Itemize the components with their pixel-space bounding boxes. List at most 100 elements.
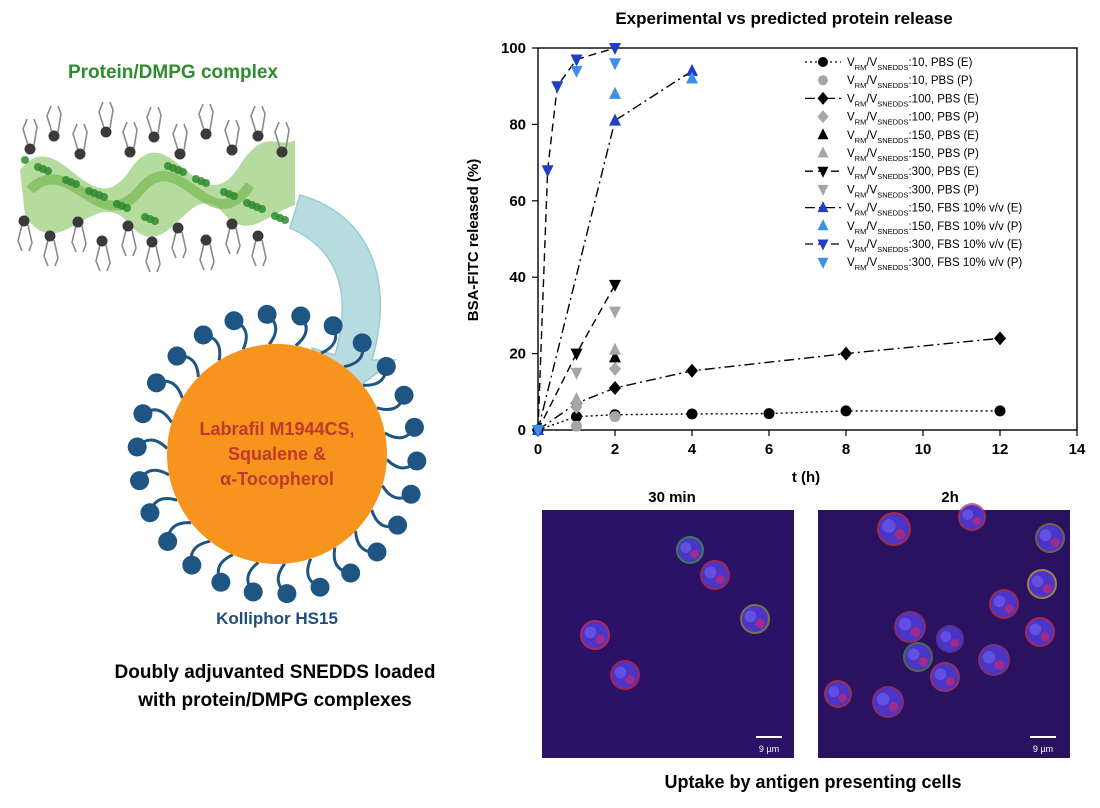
lipid-head [48, 130, 60, 142]
lipid-head [252, 230, 264, 242]
data-point-s0-6 [994, 405, 1006, 417]
y-tick-label: 40 [509, 269, 526, 286]
data-point-s2-3 [686, 363, 698, 378]
legend-marker [817, 201, 829, 213]
y-tick-label: 60 [509, 193, 526, 210]
data-point-s10-1 [541, 165, 554, 178]
legend-marker [817, 146, 829, 158]
cell-b4 [894, 611, 926, 643]
data-point-s10-4 [609, 43, 621, 55]
lipid-head [174, 148, 186, 160]
cell-b8 [903, 642, 933, 672]
legend-marker [817, 219, 829, 231]
surfactant-head [407, 451, 427, 471]
legend-label: VRM/VSNEDDS:100, PBS (E) [847, 93, 979, 108]
schematic-panel: Protein/DMPG complex Labrafil M1944CS, S… [0, 0, 460, 803]
lipid-head [18, 215, 30, 227]
surfactant-head [243, 582, 263, 602]
micrograph-title-30min: 30 min [648, 489, 696, 506]
x-tick-label: 6 [765, 441, 773, 458]
cell-b9 [930, 662, 960, 692]
surfactant-label: Kolliphor HS15 [216, 609, 338, 628]
legend-item-3: VRM/VSNEDDS:100, PBS (P) [817, 110, 979, 127]
legend-marker [818, 57, 828, 67]
cell-b2 [1035, 523, 1065, 553]
cell-b5 [936, 625, 964, 653]
lipid-head [44, 230, 56, 242]
chart-legend: VRM/VSNEDDS:10, PBS (E) VRM/VSNEDDS:10, P… [805, 57, 1022, 272]
legend-marker [817, 257, 829, 269]
data-point-s5-0 [570, 392, 583, 405]
data-point-s3-1 [609, 361, 621, 376]
y-tick-label: 0 [518, 422, 526, 439]
cell-a4 [740, 604, 770, 634]
surfactant-head [352, 333, 372, 353]
legend-marker [817, 166, 829, 178]
protein-bead [243, 199, 251, 207]
legend-label: VRM/VSNEDDS:100, PBS (P) [847, 112, 979, 127]
cell-a2 [580, 620, 610, 650]
x-tick-label: 2 [611, 441, 619, 458]
legend-label: VRM/VSNEDDS:300, PBS (P) [847, 184, 979, 199]
legend-label: VRM/VSNEDDS:150, PBS (P) [847, 148, 979, 163]
data-point-s9-0 [609, 86, 621, 99]
data-point-s2-5 [994, 331, 1006, 346]
surfactant-head [158, 531, 178, 551]
legend-label: VRM/VSNEDDS:150, FBS 10% v/v (P) [847, 221, 1022, 236]
legend-item-1: VRM/VSNEDDS:10, PBS (P) [818, 75, 973, 90]
data-point-s8-1 [609, 113, 621, 126]
x-tick-label: 14 [1069, 441, 1086, 458]
surfactant-head [323, 316, 343, 336]
legend-item-11: VRM/VSNEDDS:300, FBS 10% v/v (P) [817, 257, 1022, 272]
protein-bead [141, 213, 149, 221]
lipid-head [122, 220, 134, 232]
legend-label: VRM/VSNEDDS:150, FBS 10% v/v (E) [847, 203, 1022, 218]
scale-bar-label-30min: 9 µm [759, 744, 779, 754]
lipid-head [96, 235, 108, 247]
lipid-head [72, 216, 84, 228]
micrograph-title-2h: 2h [941, 489, 959, 506]
data-point-s10-2 [551, 81, 564, 94]
legend-marker [817, 184, 829, 196]
lipid-head [148, 131, 160, 143]
protein-bead [192, 175, 200, 183]
snedds-schematic: Protein/DMPG complex Labrafil M1944CS, S… [17, 62, 435, 711]
micrograph-svg: 30 min 2h 9 µm 9 µm Uptake by antigen pr… [542, 489, 1070, 792]
lipid-head [226, 218, 238, 230]
oil-core [167, 344, 387, 564]
data-point-s6-1 [570, 348, 583, 361]
protein-bead [271, 212, 279, 220]
series-line-8 [537, 70, 693, 431]
core-line-1: Labrafil M1944CS, [199, 419, 354, 439]
surfactant-head [341, 563, 361, 583]
cell-b1 [958, 503, 986, 531]
data-point-s6-2 [609, 279, 621, 292]
chart-svg: Experimental vs predicted protein releas… [465, 9, 1086, 486]
legend-item-5: VRM/VSNEDDS:150, PBS (P) [817, 146, 979, 163]
lipid-head [74, 148, 86, 160]
chart-series-markers [532, 43, 1006, 437]
surfactant-head [401, 484, 421, 504]
y-tick-label: 100 [501, 40, 526, 57]
legend-marker [817, 239, 829, 251]
surfactant-head [193, 325, 213, 345]
data-point-s0-1 [571, 411, 582, 423]
protein-bead [113, 200, 121, 208]
x-tick-label: 4 [688, 441, 697, 458]
data-point-s11-2 [609, 58, 621, 71]
chart-axes: 0 2 4 6 8 10 12 14 0 20 40 60 80 100 [501, 40, 1086, 458]
cell-b7 [1025, 617, 1055, 647]
series-line-2 [537, 337, 1001, 431]
data-point-s11-1 [570, 65, 583, 78]
complex-label: Protein/DMPG complex [68, 62, 279, 83]
surfactant-head [257, 304, 277, 324]
y-axis-label: BSA-FITC released (%) [465, 159, 482, 322]
lipid-head [172, 222, 184, 234]
legend-marker [817, 91, 829, 105]
lipid-head [252, 130, 264, 142]
legend-item-0: VRM/VSNEDDS:10, PBS (E) [805, 57, 973, 72]
lipid-head [24, 143, 36, 155]
data-point-s0-3 [686, 408, 698, 420]
surfactant-head [394, 385, 414, 405]
scale-bar-label-2h: 9 µm [1033, 744, 1053, 754]
